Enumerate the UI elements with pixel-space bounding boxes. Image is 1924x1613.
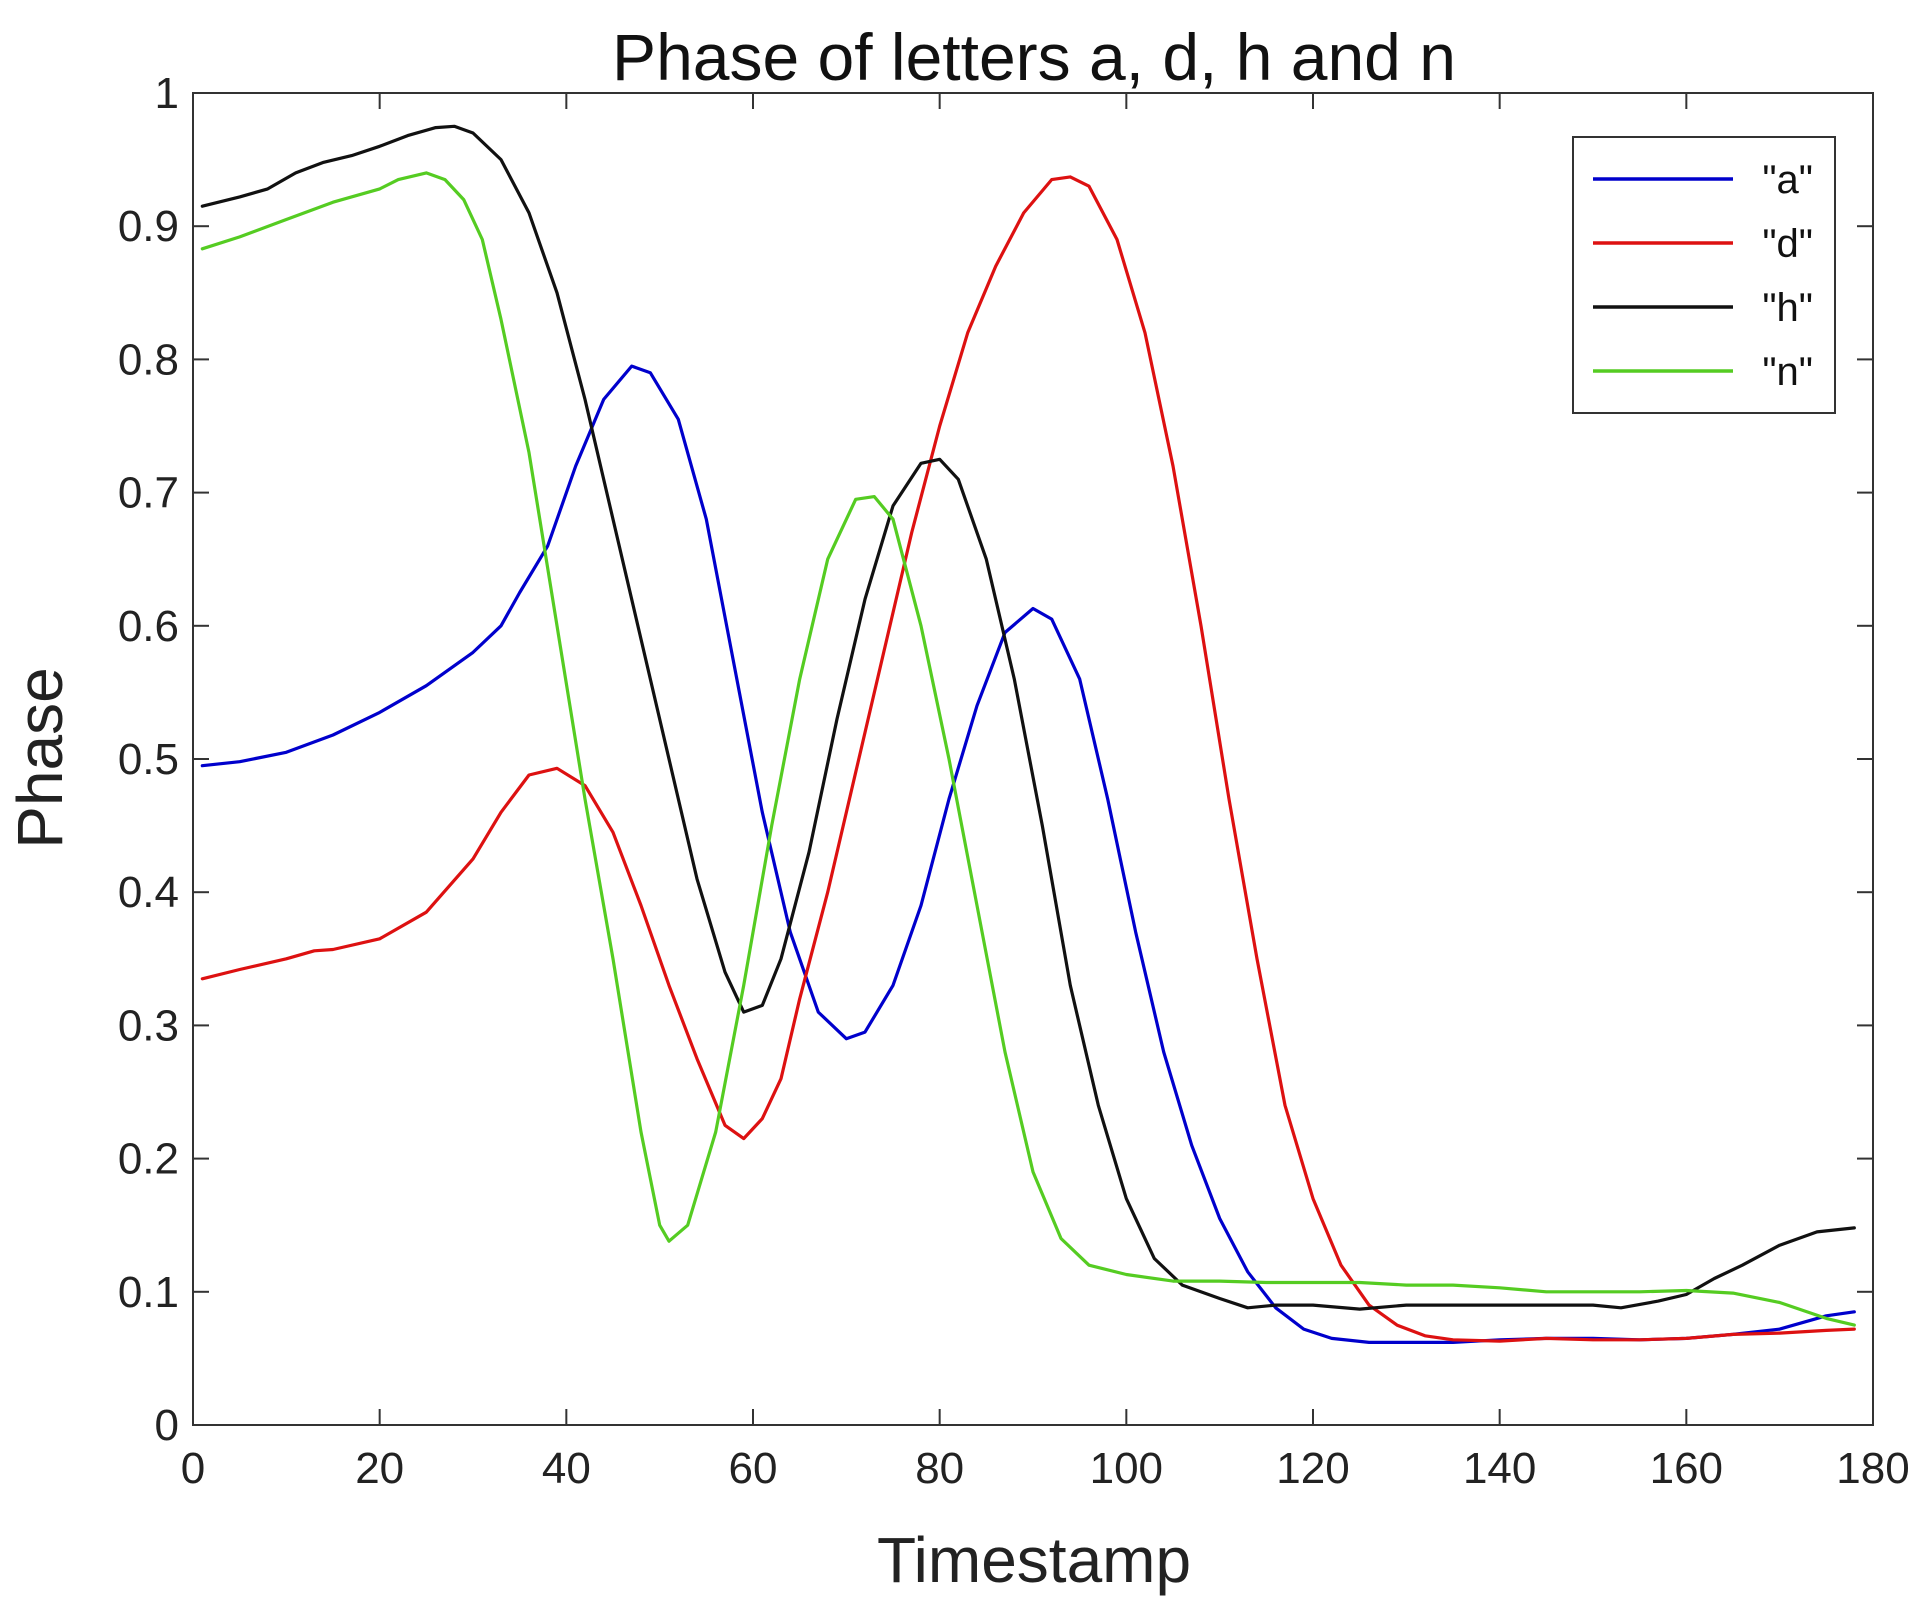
x-tick-label: 180 (1836, 1444, 1909, 1493)
y-tick-label: 0.9 (118, 202, 179, 251)
y-tick-label: 0.8 (118, 335, 179, 384)
legend-label-1: "d" (1762, 222, 1813, 266)
legend-label-0: "a" (1762, 158, 1813, 202)
x-tick-label: 20 (355, 1444, 404, 1493)
y-tick-label: 0 (155, 1401, 179, 1450)
x-tick-label: 100 (1090, 1444, 1163, 1493)
series-line-3 (200, 171, 1856, 1327)
legend-label-2: "h" (1762, 286, 1813, 330)
y-tick-label: 0.4 (118, 868, 179, 917)
series-layer (200, 124, 1856, 1344)
x-tick-label: 120 (1276, 1444, 1349, 1493)
chart-title: Phase of letters a, d, h and n (612, 20, 1456, 94)
x-tick-label: 60 (729, 1444, 778, 1493)
y-tick-label: 0.5 (118, 735, 179, 784)
x-tick-label: 40 (542, 1444, 591, 1493)
y-tick-label: 0.1 (118, 1268, 179, 1317)
y-tick-label: 1 (155, 69, 179, 118)
x-tick-label: 0 (181, 1444, 205, 1493)
series-line-2 (200, 124, 1856, 1311)
series-line-0 (200, 364, 1856, 1344)
y-tick-label: 0.3 (118, 1001, 179, 1050)
series-line-1 (200, 175, 1856, 1343)
x-tick-label: 80 (915, 1444, 964, 1493)
legend-label-3: "n" (1762, 350, 1813, 394)
y-tick-label: 0.7 (118, 469, 179, 518)
x-tick-label: 140 (1463, 1444, 1536, 1493)
y-tick-label: 0.2 (118, 1135, 179, 1184)
axes: 0 20 40 60 80 100 120 140 160 180 0 0.1 0.2 0.3 0.4 0.5… (118, 69, 1910, 1493)
y-tick-label: 0.6 (118, 602, 179, 651)
legend: "a" "d" "h" "n" (1572, 136, 1836, 414)
legend-box (1572, 136, 1836, 414)
x-tick-label: 160 (1650, 1444, 1723, 1493)
y-axis-label: Phase (4, 667, 76, 848)
x-axis-label: Timestamp (877, 1524, 1191, 1596)
